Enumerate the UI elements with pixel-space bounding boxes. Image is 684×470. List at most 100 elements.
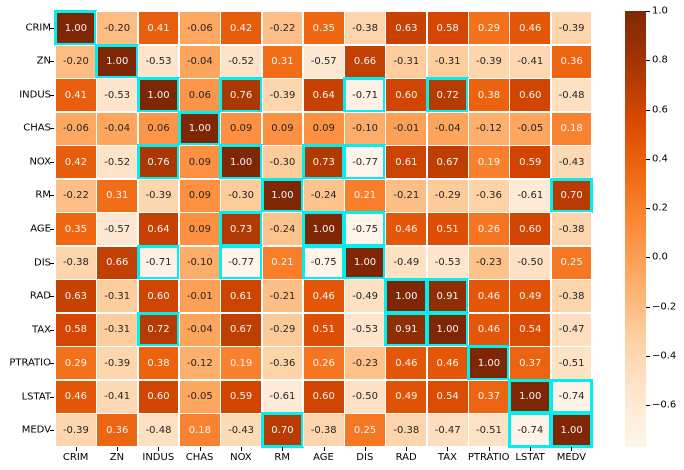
heatmap-cell: -0.29: [261, 312, 304, 347]
heatmap-cell: -0.75: [344, 212, 386, 247]
heatmap-cell: 0.35: [302, 11, 345, 46]
colorbar-tick-mark: [646, 60, 650, 62]
heatmap-cell: -0.01: [178, 279, 221, 314]
x-tick-label: RAD: [395, 452, 417, 463]
y-tick-label: RM: [35, 189, 51, 201]
heatmap-cell: -0.50: [344, 379, 386, 414]
heatmap-cell: -0.48: [137, 413, 180, 448]
x-tick-mark: [571, 447, 573, 451]
heatmap-cell: -0.21: [385, 178, 428, 213]
heatmap-cell: 0.36: [96, 413, 139, 448]
colorbar-tick-mark: [646, 306, 650, 308]
x-tick-label: PTRATIO: [467, 452, 510, 463]
heatmap-cell: -0.38: [385, 413, 428, 448]
x-tick-label: ZN: [109, 452, 125, 463]
heatmap-cell: -0.77: [220, 245, 263, 280]
x-tick-label: TAX: [437, 452, 457, 463]
heatmap-cell: -0.38: [550, 212, 593, 247]
y-tick-mark: [50, 128, 54, 130]
y-tick-label: CHAS: [23, 122, 51, 134]
heatmap-cell: 0.19: [220, 346, 263, 381]
heatmap-cell: 0.73: [220, 212, 263, 247]
heatmap-cell: -0.52: [96, 145, 139, 180]
x-tick-label: AGE: [313, 452, 334, 463]
heatmap-cell: 0.60: [509, 212, 552, 247]
y-tick-label: LSTAT: [21, 391, 51, 403]
heatmap-cell: 0.51: [426, 212, 469, 247]
heatmap-cell: 0.63: [55, 279, 97, 314]
heatmap-cell: 0.46: [426, 346, 469, 381]
heatmap-cell: -0.75: [302, 245, 345, 280]
x-tick-label: DIS: [356, 452, 374, 463]
y-tick-mark: [50, 262, 54, 264]
x-tick-mark: [530, 447, 532, 451]
heatmap-cell: 0.60: [137, 279, 180, 314]
heatmap-cell: -0.47: [426, 413, 469, 448]
x-tick-mark: [323, 447, 325, 451]
heatmap-cell: -0.77: [344, 145, 386, 180]
heatmap-cell: -0.05: [178, 379, 221, 414]
heatmap-cell: 1.00: [385, 279, 428, 314]
heatmap-cell: 0.91: [426, 279, 469, 314]
heatmap-cell: 0.26: [302, 346, 345, 381]
heatmap-cell: -0.29: [426, 178, 469, 213]
heatmap-cell: -0.31: [426, 44, 469, 79]
colorbar-tick-label: 0.0: [652, 251, 668, 263]
heatmap-cell: -0.05: [509, 111, 552, 146]
heatmap-cell: 0.09: [178, 178, 221, 213]
heatmap-cell: 0.06: [178, 78, 221, 113]
heatmap-cell: -0.01: [385, 111, 428, 146]
x-tick-mark: [364, 447, 366, 451]
heatmap-cell: 0.72: [137, 312, 180, 347]
heatmap-cell: 0.41: [137, 11, 180, 46]
heatmap-cell: 0.59: [220, 379, 263, 414]
y-tick-mark: [50, 430, 54, 432]
y-tick-mark: [50, 61, 54, 63]
heatmap-cell: -0.39: [96, 346, 139, 381]
heatmap-cell: -0.39: [468, 44, 510, 79]
heatmap-cell: -0.12: [468, 111, 510, 146]
y-tick-label: NOX: [29, 156, 51, 168]
heatmap-cell: -0.61: [509, 178, 552, 213]
heatmap-cell: -0.41: [509, 44, 552, 79]
colorbar-tick-mark: [646, 11, 650, 12]
x-tick-mark: [447, 447, 449, 451]
heatmap-cell: 0.38: [137, 346, 180, 381]
heatmap-cell: 0.64: [302, 78, 345, 113]
heatmap-cell: -0.24: [261, 212, 304, 247]
heatmap-cell: -0.39: [261, 78, 304, 113]
heatmap-cell: 0.29: [468, 11, 510, 46]
colorbar-tick-mark: [646, 208, 650, 210]
heatmap-cell: 0.54: [509, 312, 552, 347]
heatmap-cell: 1.00: [96, 44, 139, 79]
heatmap-cell: 0.59: [509, 145, 552, 180]
y-tick-mark: [50, 27, 54, 29]
y-tick-mark: [50, 195, 54, 197]
heatmap-cell: 0.67: [426, 145, 469, 180]
heatmap-cell: -0.36: [261, 346, 304, 381]
y-tick-mark: [50, 94, 54, 96]
y-tick-label: DIS: [34, 257, 51, 269]
heatmap-cell: -0.12: [178, 346, 221, 381]
x-tick-mark: [488, 447, 490, 451]
heatmap-cell: 0.42: [220, 11, 263, 46]
heatmap-cell: 0.19: [468, 145, 510, 180]
heatmap-cell: 1.00: [55, 11, 97, 46]
heatmap-cell: 0.46: [468, 312, 510, 347]
heatmap-cell: -0.22: [55, 178, 97, 213]
heatmap-cell: 0.31: [96, 178, 139, 213]
heatmap-cell: -0.23: [468, 245, 510, 280]
heatmap-cell: -0.38: [344, 11, 386, 46]
x-tick-label: RM: [274, 452, 290, 463]
y-tick-label: CRIM: [25, 22, 51, 34]
heatmap-cell: 0.61: [220, 279, 263, 314]
colorbar-tick-mark: [646, 355, 650, 357]
heatmap-cell: 1.00: [344, 245, 386, 280]
heatmap-cell: -0.31: [385, 44, 428, 79]
heatmap-cell: -0.38: [550, 279, 593, 314]
heatmap-cell: 0.37: [468, 379, 510, 414]
heatmap-cell: 0.09: [178, 145, 221, 180]
heatmap-cell: -0.53: [426, 245, 469, 280]
heatmap-cell: 0.58: [55, 312, 97, 347]
heatmap-cell: -0.41: [96, 379, 139, 414]
